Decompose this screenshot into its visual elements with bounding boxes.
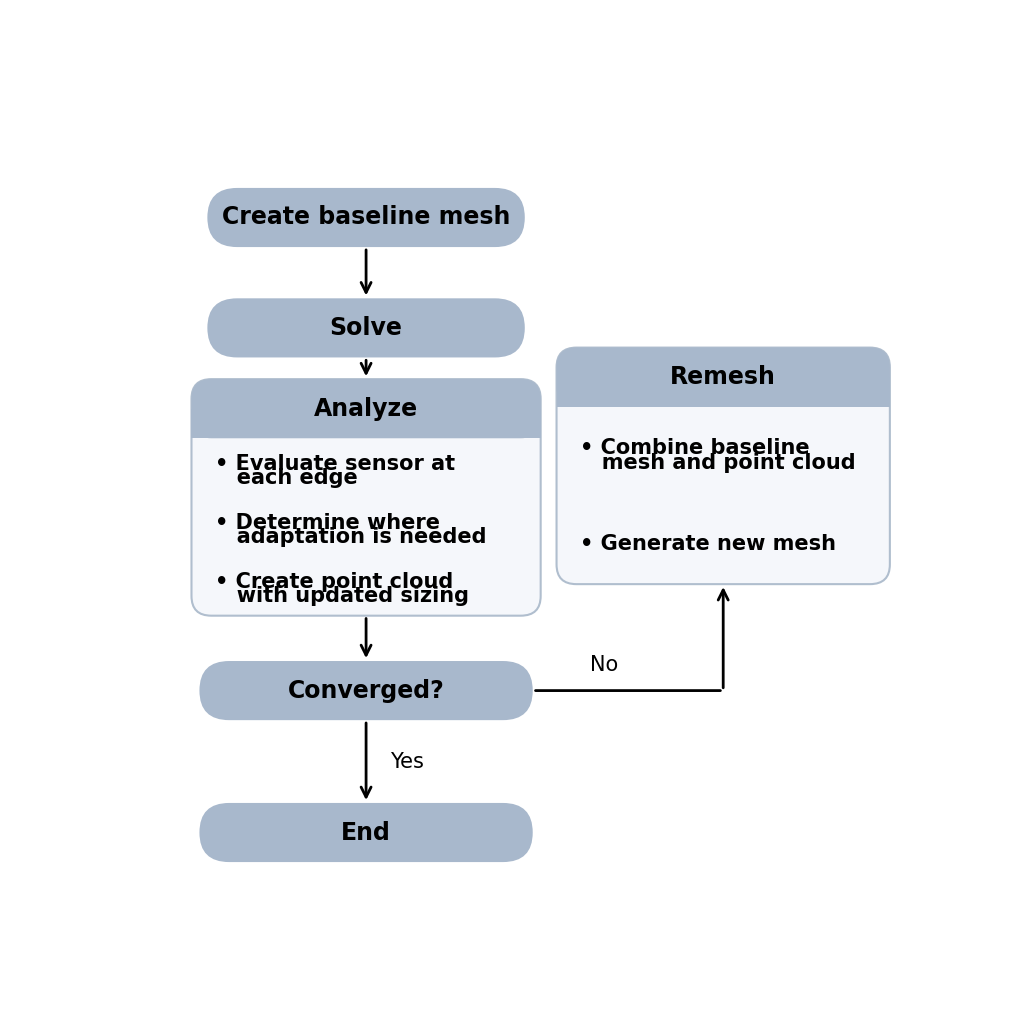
FancyBboxPatch shape: [207, 298, 524, 357]
Bar: [191, 409, 541, 438]
Text: Analyze: Analyze: [314, 396, 418, 421]
FancyBboxPatch shape: [191, 379, 541, 438]
Text: • Determine where: • Determine where: [215, 513, 440, 532]
FancyBboxPatch shape: [207, 188, 524, 247]
Text: End: End: [341, 820, 391, 845]
Text: Create baseline mesh: Create baseline mesh: [222, 206, 510, 229]
FancyBboxPatch shape: [557, 347, 890, 407]
Text: • Create point cloud: • Create point cloud: [215, 572, 454, 592]
Text: Solve: Solve: [330, 315, 402, 340]
Text: adaptation is needed: adaptation is needed: [215, 527, 486, 547]
Text: mesh and point cloud: mesh and point cloud: [581, 453, 856, 473]
FancyBboxPatch shape: [200, 662, 532, 720]
Bar: [557, 377, 890, 407]
FancyBboxPatch shape: [557, 347, 890, 584]
FancyBboxPatch shape: [200, 803, 532, 862]
Text: No: No: [590, 654, 618, 675]
Text: Converged?: Converged?: [288, 679, 444, 702]
Text: • Combine baseline: • Combine baseline: [581, 438, 810, 459]
Text: • Generate new mesh: • Generate new mesh: [581, 535, 837, 554]
Text: Yes: Yes: [390, 752, 424, 771]
Text: with updated sizing: with updated sizing: [215, 586, 469, 606]
FancyBboxPatch shape: [191, 379, 541, 615]
Text: Remesh: Remesh: [671, 366, 776, 389]
Text: each edge: each edge: [215, 468, 358, 487]
Text: • Evaluate sensor at: • Evaluate sensor at: [215, 454, 456, 474]
